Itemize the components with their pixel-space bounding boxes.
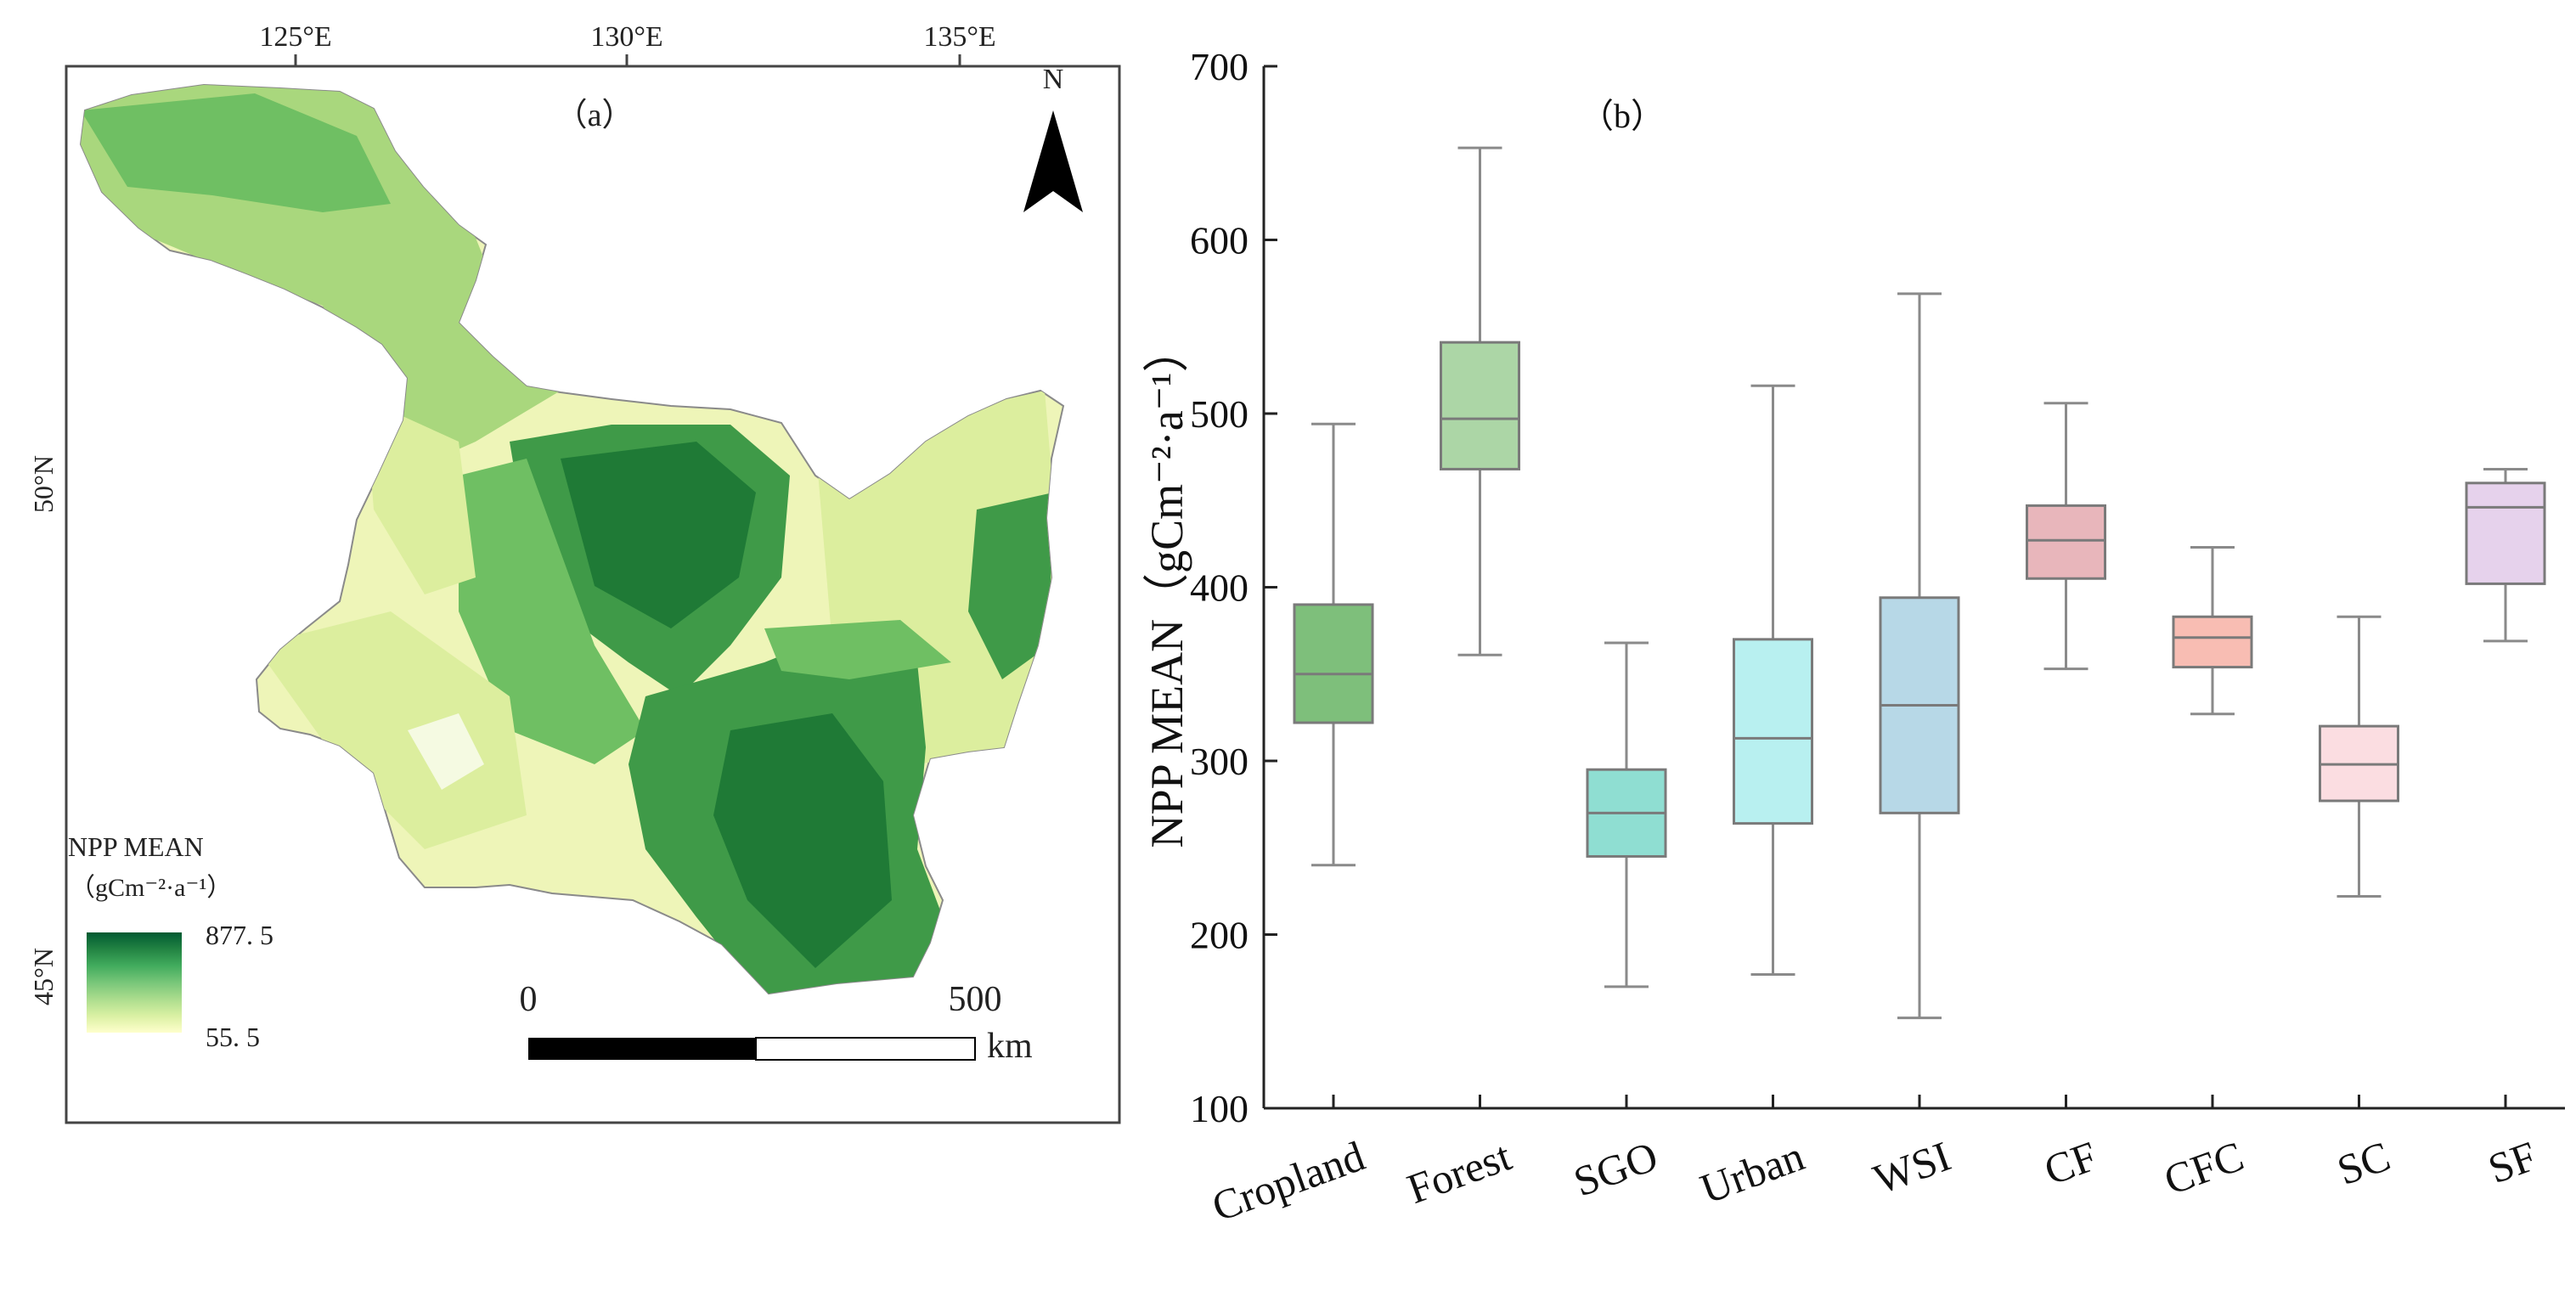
y-tick-label: 100 <box>1190 1087 1249 1130</box>
box-body <box>1440 341 1520 470</box>
legend-color-ramp <box>87 932 182 1033</box>
zone-songnen-plain <box>255 611 527 849</box>
lat-tick-45: 45°N <box>28 948 59 1005</box>
box-cfc <box>2172 545 2253 716</box>
x-tick-label: WSI <box>1867 1132 1956 1203</box>
y-tick-label: 700 <box>1190 45 1249 88</box>
x-tick-label: Forest <box>1401 1132 1518 1213</box>
y-tick-label: 400 <box>1190 566 1249 610</box>
box-sf <box>2465 467 2546 643</box>
scalebar-end-label: 500 <box>949 980 1002 1019</box>
box-wsi <box>1879 292 1960 1020</box>
y-tick-label: 600 <box>1190 219 1249 262</box>
boxplot-svg: 100 200 300 400 500 600 700 Cropland Forest SGO Ur… <box>1141 45 2565 1231</box>
zone-lesser-khingan-core <box>561 442 756 628</box>
zone-east-forest <box>968 493 1053 679</box>
chart-panel: 100 200 300 400 500 600 700 Cropland Forest SGO Ur… <box>1121 0 2576 1301</box>
box-sc <box>2319 615 2399 898</box>
box-body <box>1733 638 1813 825</box>
box-body <box>1293 603 1374 724</box>
x-tick-label: CF <box>2038 1132 2104 1195</box>
x-tick-label: CFC <box>2158 1132 2250 1204</box>
box-cropland <box>1293 422 1374 867</box>
box-body <box>2172 615 2253 669</box>
lat-tick-50: 50°N <box>28 455 59 513</box>
scalebar-unit: km <box>987 1027 1033 1066</box>
x-tick-label: Cropland <box>1206 1132 1371 1231</box>
zone-north-peak <box>81 93 391 212</box>
x-tick-label: SGO <box>1568 1132 1664 1206</box>
map-frame <box>65 65 1121 1124</box>
map-svg: 125°E 130°E 135°E 50°N 45°N <box>28 21 1121 1124</box>
box-urban <box>1733 384 1813 977</box>
lon-tick-135: 135°E <box>923 21 995 53</box>
legend-max: 877. 5 <box>206 920 273 950</box>
box-forest <box>1440 146 1520 656</box>
box-body <box>2026 504 2106 580</box>
zone-transition <box>459 459 645 764</box>
box-cf <box>2026 402 2106 671</box>
chart-panel-label: （b） <box>1580 97 1665 135</box>
box-body <box>2465 482 2546 585</box>
npp-zones <box>81 85 1062 994</box>
legend-unit: （gCm⁻²·a⁻¹） <box>70 874 232 902</box>
x-tick-label: Urban <box>1694 1132 1811 1213</box>
x-tick-label: SF <box>2482 1132 2542 1193</box>
y-tick-label: 500 <box>1190 392 1249 436</box>
lon-tick-130: 130°E <box>590 21 662 53</box>
zone-mid-east <box>764 620 951 679</box>
map-panel: 125°E 130°E 135°E 50°N 45°N <box>0 0 1121 1301</box>
north-label: N <box>1043 64 1064 95</box>
legend-min: 55. 5 <box>206 1022 260 1052</box>
x-tick-label: SC <box>2331 1132 2397 1195</box>
scalebar-white-segment <box>755 1037 976 1061</box>
zone-urban-patch <box>408 713 484 790</box>
boxes-layer <box>1293 146 2546 1020</box>
zone-southeast-core <box>713 713 892 968</box>
y-tick-label: 300 <box>1190 740 1249 783</box>
legend-title: NPP MEAN <box>68 831 204 862</box>
scalebar-start-label: 0 <box>520 980 538 1019</box>
y-tick-label: 200 <box>1190 914 1249 957</box>
lon-tick-125: 125°E <box>259 21 331 53</box>
zone-west-pale <box>365 399 476 594</box>
map-panel-label: （a） <box>555 98 634 133</box>
north-arrow-icon <box>1023 110 1083 212</box>
scalebar-black-segment <box>528 1038 756 1060</box>
box-sgo <box>1586 641 1667 988</box>
y-axis-label: NPP MEAN（gCm⁻²·a⁻¹） <box>1141 327 1192 848</box>
